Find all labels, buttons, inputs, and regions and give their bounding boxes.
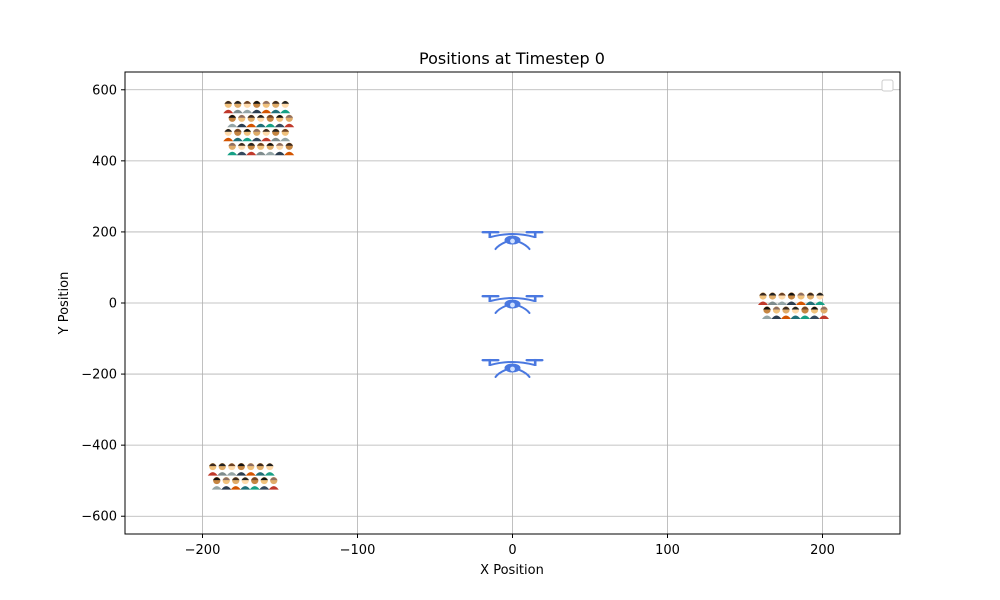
drone-icon bbox=[481, 358, 544, 378]
x-tick-label: 200 bbox=[810, 543, 835, 558]
y-tick-label: −400 bbox=[81, 439, 117, 454]
x-tick-label: −100 bbox=[340, 543, 376, 558]
people-crowd-icon bbox=[758, 292, 829, 319]
y-tick-label: 600 bbox=[92, 83, 117, 98]
y-tick-label: −600 bbox=[81, 510, 117, 525]
x-tick-label: 100 bbox=[655, 543, 680, 558]
y-tick-label: 0 bbox=[109, 297, 117, 312]
data-marks bbox=[207, 100, 829, 490]
legend-box bbox=[881, 79, 894, 92]
y-tick-label: −200 bbox=[81, 368, 117, 383]
x-tick-label: 0 bbox=[508, 543, 516, 558]
chart-title: Positions at Timestep 0 bbox=[419, 49, 605, 68]
people-crowd-icon bbox=[207, 462, 279, 490]
y-tick-label: 200 bbox=[92, 225, 117, 240]
y-axis-label: Y Position bbox=[57, 272, 72, 336]
axis-ticks: −200 −100 0 100 200 −600 −400 −200 0 200 400 600 bbox=[81, 83, 835, 558]
people-crowd-icon bbox=[223, 100, 295, 156]
y-tick-label: 400 bbox=[92, 154, 117, 169]
x-tick-label: −200 bbox=[185, 543, 221, 558]
x-axis-label: X Position bbox=[480, 563, 544, 578]
drone-icon bbox=[481, 295, 544, 314]
drone-icon bbox=[481, 231, 544, 251]
